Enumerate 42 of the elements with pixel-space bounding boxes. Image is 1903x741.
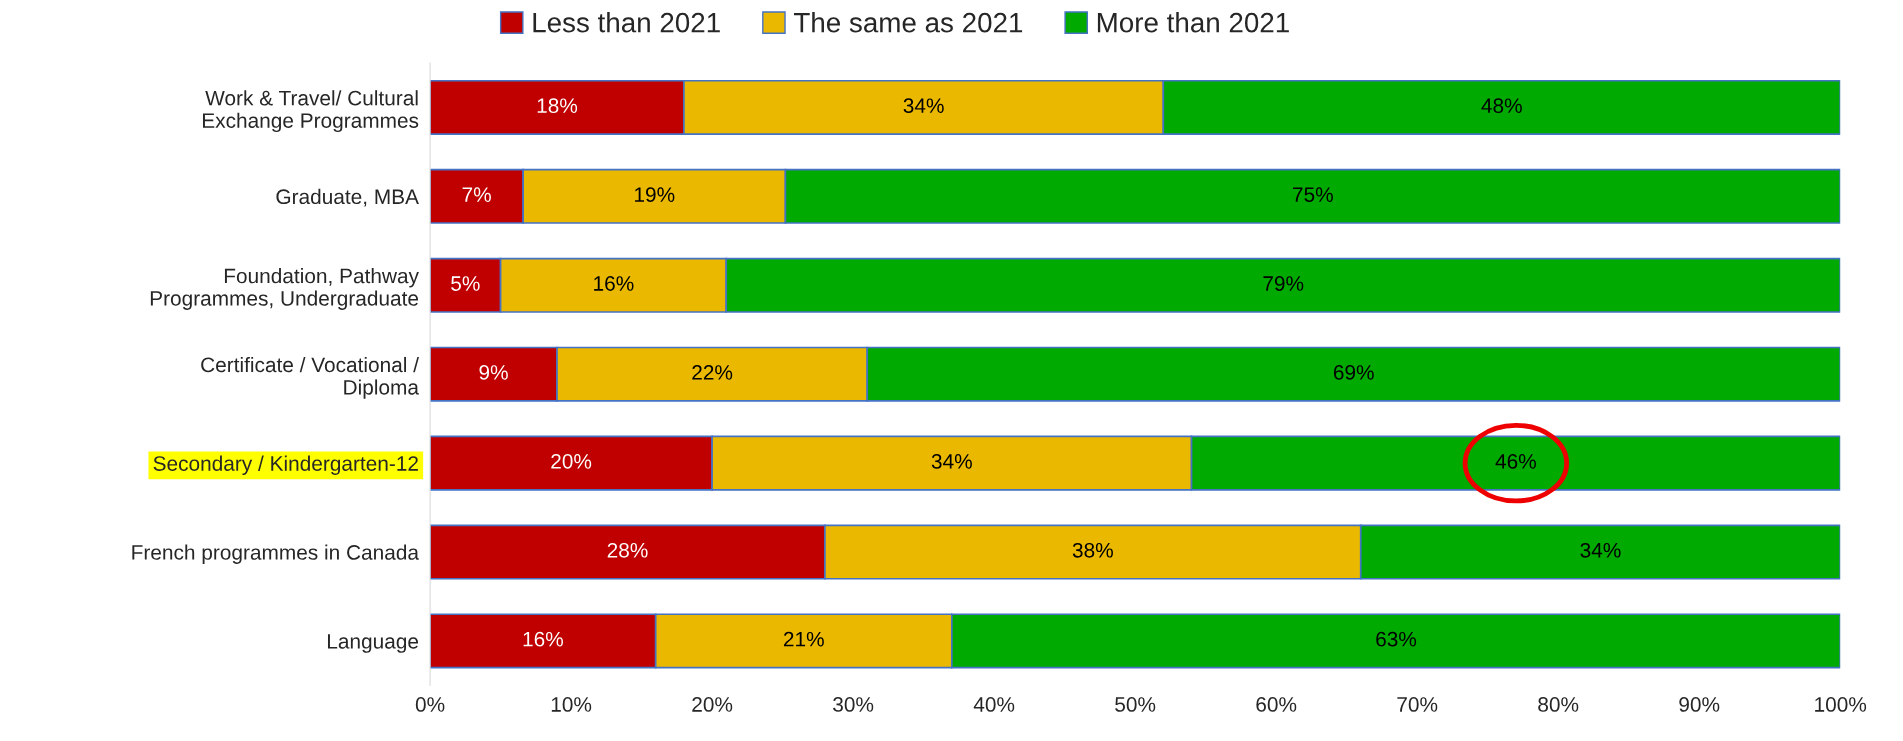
x-tick-label: 100% bbox=[1815, 697, 1867, 712]
data-label: 46% bbox=[1495, 453, 1536, 469]
x-tick-label: 10% bbox=[551, 697, 592, 712]
x-tick-label: 80% bbox=[1538, 697, 1579, 712]
y-tick-label: Graduate, MBA bbox=[276, 188, 419, 207]
data-label: 9% bbox=[479, 365, 508, 380]
y-tick-label: Foundation, Pathway Programmes, Undergraduate bbox=[150, 268, 419, 310]
data-label: 34% bbox=[903, 98, 944, 114]
x-tick-label: 30% bbox=[833, 697, 874, 712]
x-tick-label: 60% bbox=[1256, 697, 1297, 712]
x-tick-label: 90% bbox=[1679, 697, 1720, 712]
data-label: 63% bbox=[1376, 631, 1417, 647]
x-tick-label: 50% bbox=[1115, 697, 1156, 712]
data-label: 19% bbox=[635, 187, 675, 202]
data-label: 79% bbox=[1263, 276, 1304, 291]
data-label: 16% bbox=[523, 631, 563, 647]
data-label: 5% bbox=[451, 276, 480, 291]
data-label: 21% bbox=[783, 631, 824, 647]
y-tick-label: Certificate / Vocational / Diploma bbox=[201, 356, 419, 399]
data-label: 38% bbox=[1072, 542, 1113, 558]
legend-label: More than 2021 bbox=[1097, 12, 1289, 33]
data-label: 20% bbox=[551, 453, 592, 469]
data-label: 22% bbox=[692, 365, 733, 380]
x-tick-label: 40% bbox=[973, 697, 1015, 712]
data-label: 7% bbox=[462, 187, 491, 202]
x-tick-label: 0% bbox=[415, 697, 445, 712]
y-tick-label: Language bbox=[327, 634, 419, 653]
data-label: 34% bbox=[931, 453, 972, 469]
data-label: 34% bbox=[1580, 542, 1621, 558]
data-label: 16% bbox=[594, 276, 634, 291]
data-label: 28% bbox=[607, 542, 648, 558]
x-tick-label: 70% bbox=[1397, 697, 1438, 712]
data-label: 75% bbox=[1293, 187, 1333, 202]
y-tick-label: Secondary / Kindergarten-12 bbox=[153, 455, 418, 475]
data-label: 69% bbox=[1333, 365, 1374, 380]
data-label: 18% bbox=[537, 98, 578, 114]
data-label: 48% bbox=[1481, 98, 1522, 114]
y-tick-label: Work & Travel/ Cultural Exchange Programmes bbox=[203, 90, 419, 133]
x-tick-label: 20% bbox=[692, 697, 733, 712]
legend-label: The same as 2021 bbox=[793, 12, 1023, 33]
y-tick-label: French programmes in Canada bbox=[132, 544, 419, 564]
legend-label: Less than 2021 bbox=[533, 12, 720, 33]
